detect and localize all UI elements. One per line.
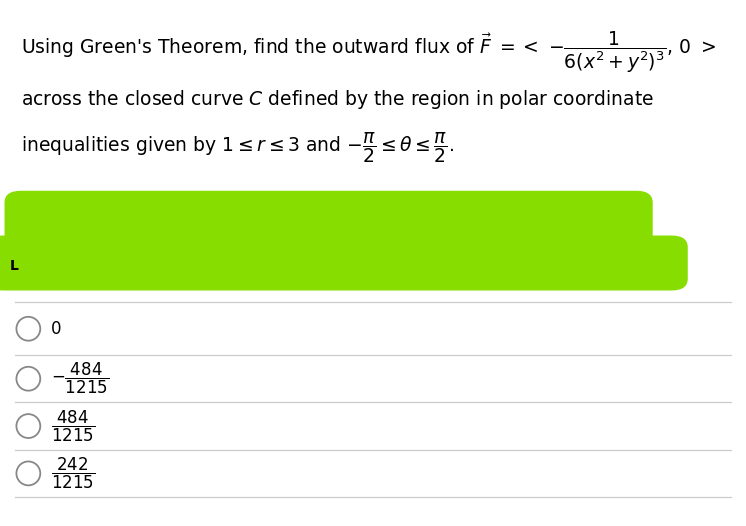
FancyBboxPatch shape [0,236,687,290]
Text: inequalities given by $1 \leq r \leq 3$ and $-\dfrac{\pi}{2} \leq \theta \leq \d: inequalities given by $1 \leq r \leq 3$ … [21,130,454,165]
Text: $\mathbf{L}$: $\mathbf{L}$ [9,259,19,273]
Text: $\dfrac{242}{1215}$: $\dfrac{242}{1215}$ [51,456,95,491]
Text: $\dfrac{484}{1215}$: $\dfrac{484}{1215}$ [51,409,95,443]
Text: $-\dfrac{484}{1215}$: $-\dfrac{484}{1215}$ [51,361,109,396]
FancyBboxPatch shape [5,191,652,245]
Text: across the closed curve $C$ defined by the region in polar coordinate: across the closed curve $C$ defined by t… [21,88,653,112]
Text: Using Green's Theorem, find the outward flux of $\vec{F}$ $=<$ $-\dfrac{1}{6(x^2: Using Green's Theorem, find the outward … [21,30,716,75]
Text: 0: 0 [51,320,61,338]
